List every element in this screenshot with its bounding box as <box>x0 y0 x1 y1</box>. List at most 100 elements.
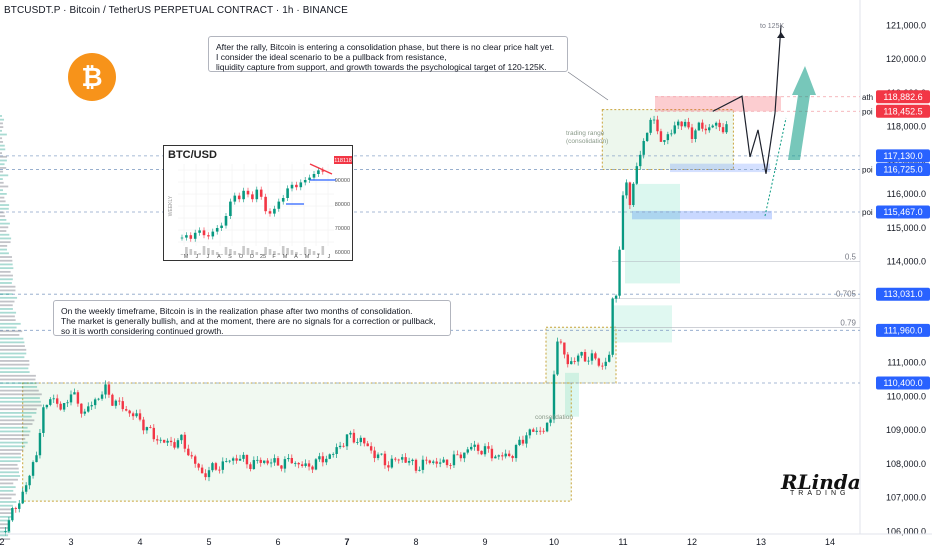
inset-candle <box>229 202 232 216</box>
volume-profile-bar <box>0 501 16 503</box>
candle-body <box>660 131 662 142</box>
inset-y-tick: 70000 <box>335 226 350 232</box>
candle-body <box>477 445 479 451</box>
candle-body <box>225 461 227 462</box>
candle-body <box>142 420 144 431</box>
candle-body <box>204 473 206 477</box>
y-tick-label: 115,000.0 <box>887 223 926 233</box>
candle-body <box>484 446 486 454</box>
candle-body <box>108 384 110 394</box>
volume-profile-bar <box>0 464 18 466</box>
consolidation-label: consolidation <box>535 414 573 421</box>
volume-profile-bar <box>0 208 9 210</box>
volume-profile-bar <box>0 323 21 325</box>
volume-profile-bar <box>0 419 34 421</box>
inset-candle <box>260 190 263 197</box>
volume-profile-bar <box>0 393 42 395</box>
fib-label: 0.79 <box>840 318 856 327</box>
candle-body <box>177 440 179 447</box>
candle-body <box>294 463 296 464</box>
volume-profile-bar <box>0 152 2 154</box>
inset-candle <box>313 174 316 178</box>
y-tick-label: 116,000.0 <box>887 189 926 199</box>
range-label: trading range <box>566 130 605 137</box>
candle-body <box>394 459 396 460</box>
candle-body <box>570 361 572 364</box>
inset-candle <box>247 191 250 195</box>
volume-profile-bar <box>0 312 16 314</box>
inset-volume <box>203 246 206 255</box>
candle-body <box>263 461 265 463</box>
candle-body <box>415 460 417 471</box>
candle-body <box>525 435 527 443</box>
candle-body <box>194 456 196 463</box>
inset-candle <box>190 235 193 239</box>
candle-body <box>15 508 17 509</box>
candle-body <box>304 463 306 466</box>
candle-body <box>173 442 175 447</box>
candle-body <box>522 440 524 444</box>
candle-body <box>84 412 86 414</box>
candle-body <box>408 461 410 463</box>
volume-profile-bar <box>0 245 7 247</box>
candle-body <box>4 531 6 532</box>
bull-arrow-icon <box>788 66 816 160</box>
candle-body <box>577 356 579 362</box>
inset-candle <box>251 194 254 199</box>
candle-body <box>367 443 369 446</box>
inset-candle <box>256 190 259 200</box>
volume-profile-bar <box>0 534 8 536</box>
candle-body <box>156 439 158 440</box>
candle-body <box>473 445 475 447</box>
volume-profile-bar <box>0 301 14 303</box>
candle-body <box>32 462 34 476</box>
volume-profile-bar <box>0 115 2 117</box>
target-label: to 125K <box>760 23 784 30</box>
volume-profile-bar <box>0 386 37 388</box>
y-tick-label: 110,000.0 <box>887 391 926 401</box>
candle-body <box>691 127 693 139</box>
candle-body <box>315 459 317 469</box>
volume-profile-bar <box>0 445 25 447</box>
inset-volume <box>269 249 272 255</box>
candle-body <box>584 352 586 361</box>
candle-body <box>242 455 244 459</box>
candle-body <box>211 463 213 470</box>
inset-candle <box>295 185 298 187</box>
candle-body <box>511 456 513 458</box>
volume-profile-bar <box>0 156 7 158</box>
volume-profile-bar <box>0 412 36 414</box>
target-arrowhead-icon <box>777 32 785 38</box>
volume-profile-bar <box>0 490 13 492</box>
volume-profile-bar <box>0 122 3 124</box>
candle-body <box>591 353 593 360</box>
candle-body <box>725 124 727 132</box>
volume-profile-bar <box>0 308 13 310</box>
inset-volume <box>190 249 193 255</box>
volume-profile-bar <box>0 189 3 191</box>
volume-profile-bar <box>0 249 7 251</box>
volume-profile-bar <box>0 360 29 362</box>
volume-profile-bar <box>0 260 12 262</box>
candle-body <box>298 463 300 464</box>
candle-body <box>94 399 96 405</box>
candle-body <box>608 355 610 362</box>
candle-body <box>349 433 351 435</box>
candle-body <box>291 458 293 463</box>
volume-profile-bar <box>0 423 32 425</box>
candle-body <box>128 411 130 414</box>
candle-body <box>411 460 413 461</box>
candle-body <box>132 413 134 416</box>
candle-body <box>135 413 137 416</box>
candle-body <box>580 352 582 356</box>
volume-profile-bar <box>0 494 16 496</box>
volume-profile-bar <box>0 278 13 280</box>
x-tick-label: 13 <box>756 537 766 547</box>
volume-profile-bar <box>0 119 4 121</box>
volume-profile-bar <box>0 453 21 455</box>
candle-body <box>28 476 30 485</box>
volume-profile-bar <box>0 264 13 266</box>
volume-profile-bar <box>0 238 11 240</box>
candle-body <box>287 458 289 459</box>
